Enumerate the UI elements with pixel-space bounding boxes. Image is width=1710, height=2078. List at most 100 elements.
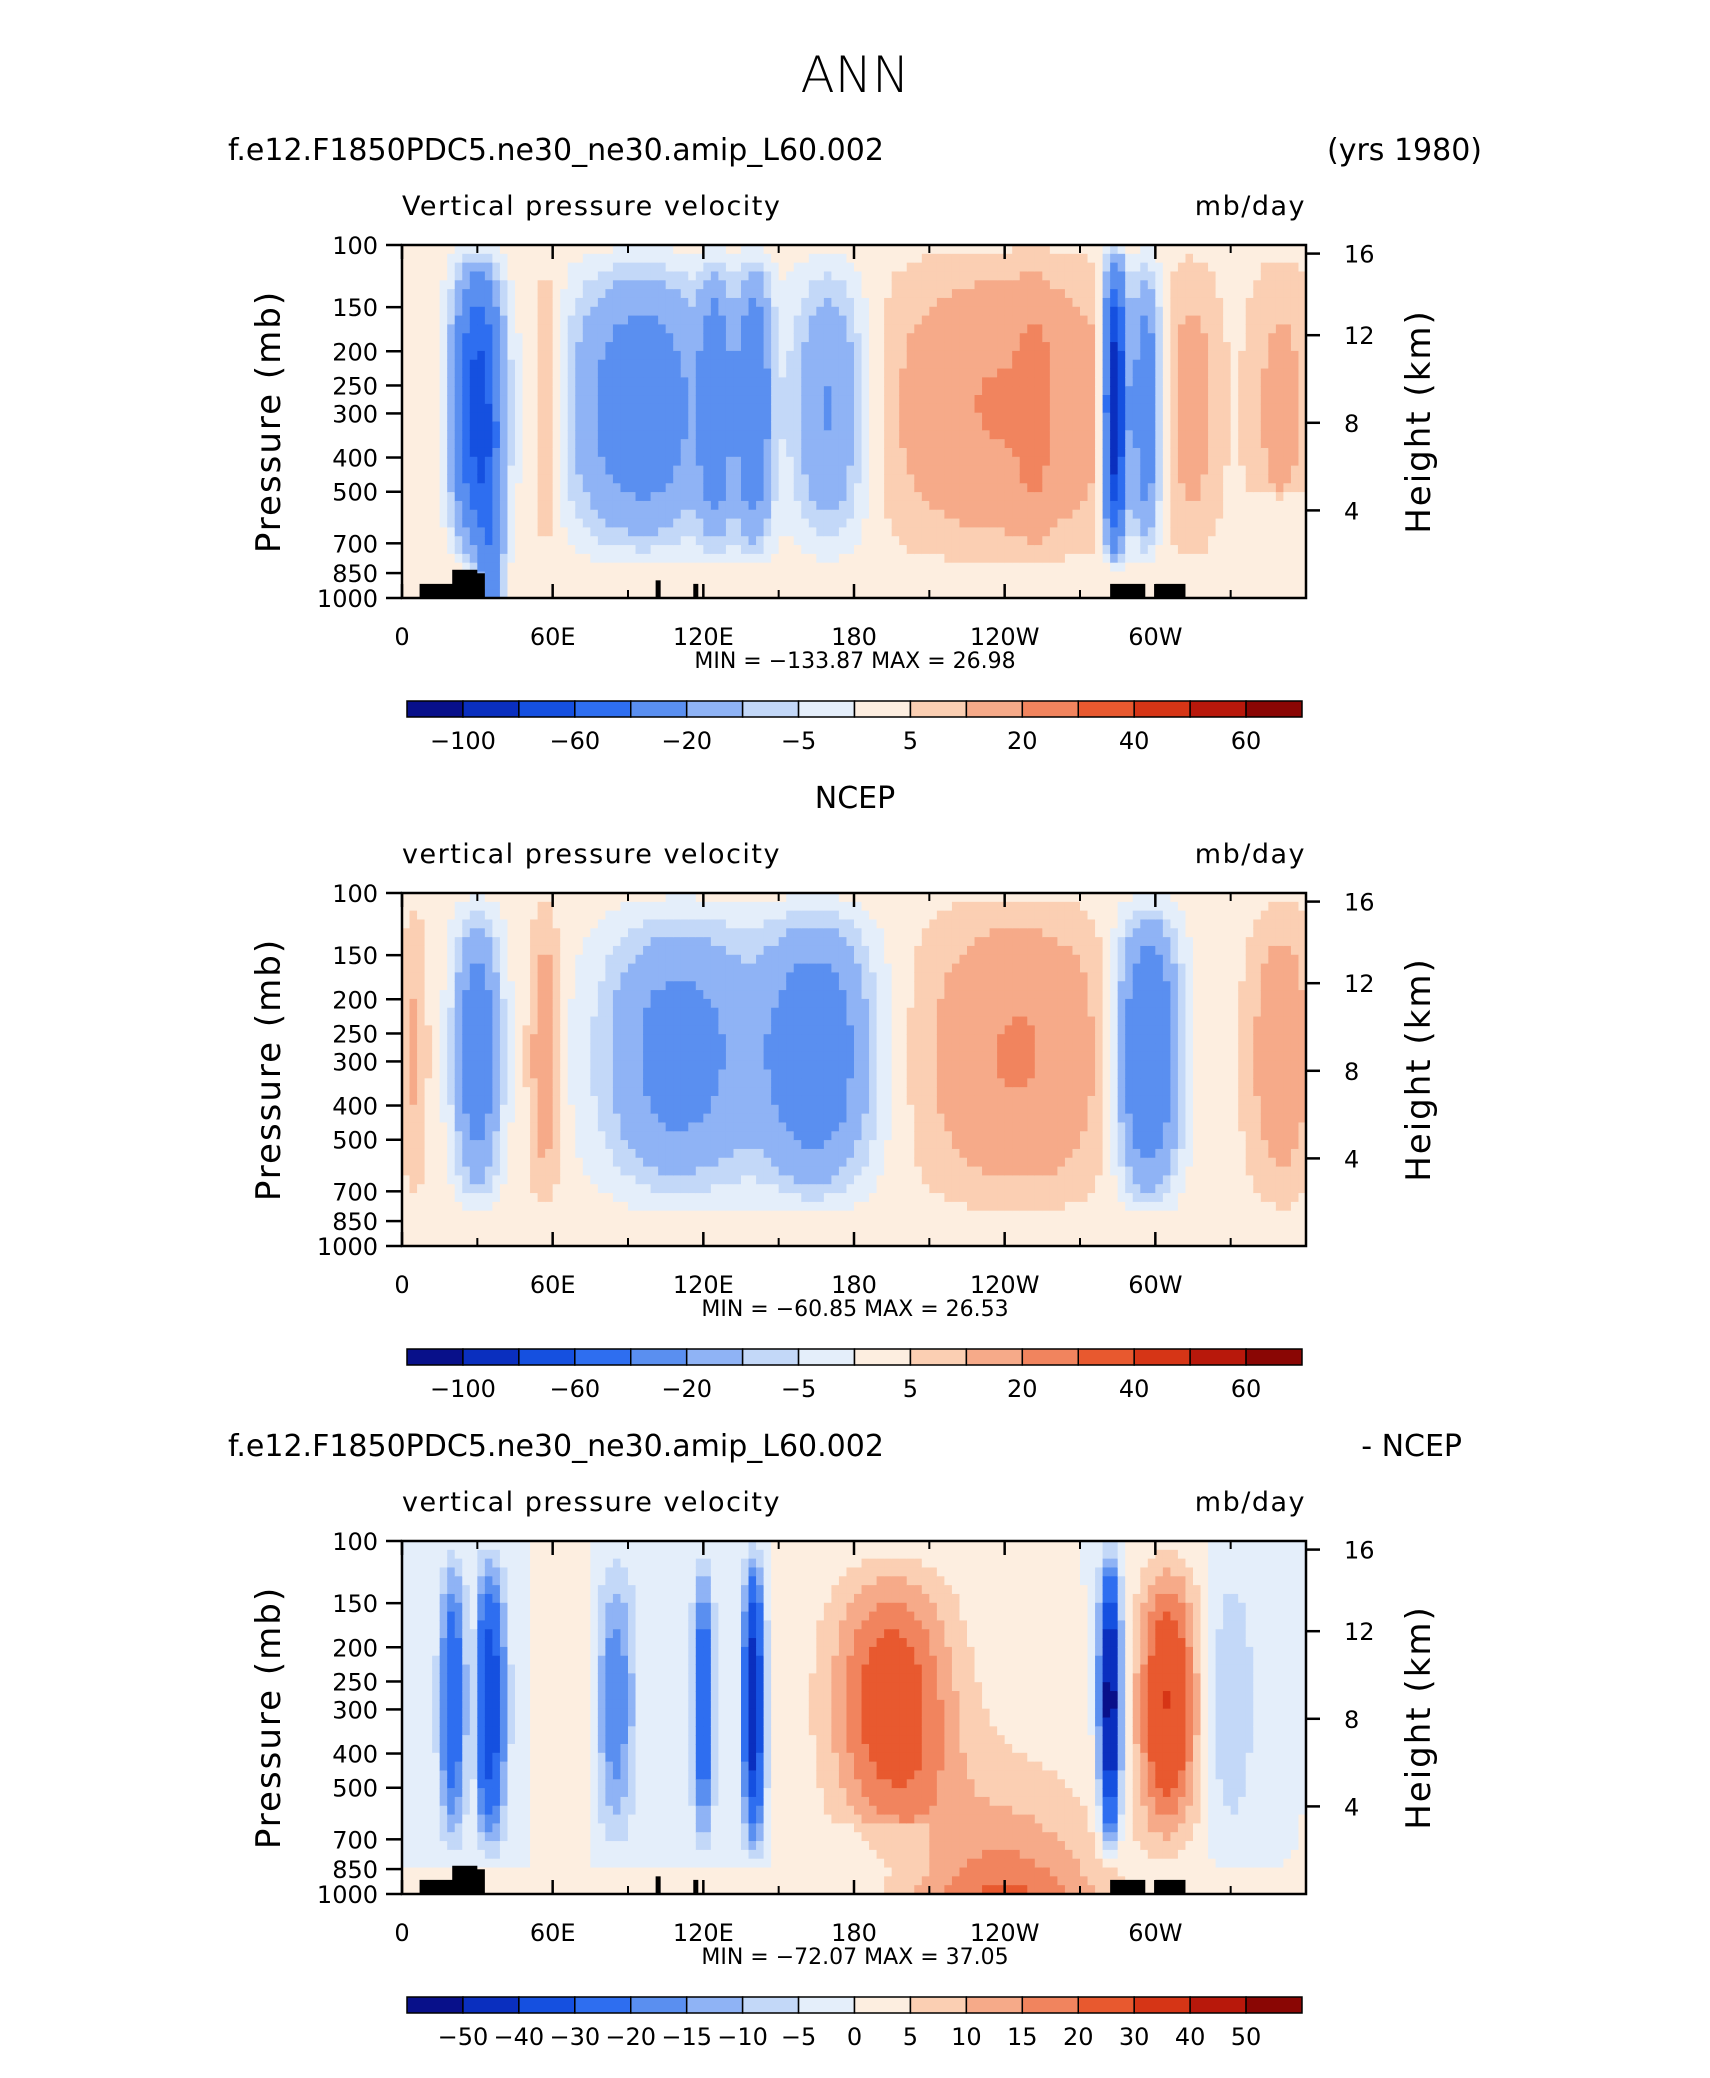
heatmap-cell xyxy=(1170,519,1178,528)
heatmap-cell xyxy=(432,422,440,431)
heatmap-cell xyxy=(764,501,772,510)
heatmap-cell xyxy=(432,307,440,316)
heatmap-cell xyxy=(553,545,561,554)
heatmap-cell xyxy=(1261,351,1269,360)
heatmap-cell xyxy=(831,510,839,519)
heatmap-cell xyxy=(733,422,741,431)
heatmap-cell xyxy=(733,519,741,528)
heatmap-cell xyxy=(613,324,621,333)
heatmap-cell xyxy=(1080,422,1088,431)
heatmap-cell xyxy=(455,483,463,492)
heatmap-cell xyxy=(500,501,508,510)
heatmap-cell xyxy=(605,298,613,307)
heatmap-cell xyxy=(1140,483,1148,492)
heatmap-cell xyxy=(507,333,515,342)
heatmap-cell xyxy=(1201,483,1209,492)
heatmap-cell xyxy=(726,483,734,492)
heatmap-cell xyxy=(1118,466,1126,475)
heatmap-cell xyxy=(1148,271,1156,280)
heatmap-cell xyxy=(801,369,809,378)
heatmap-cell xyxy=(831,483,839,492)
heatmap-cell xyxy=(425,554,433,563)
heatmap-cell xyxy=(990,457,998,466)
heatmap-cell xyxy=(1163,351,1171,360)
heatmap-cell xyxy=(605,395,613,404)
heatmap-cell xyxy=(605,289,613,298)
heatmap-cell xyxy=(470,280,478,289)
heatmap-cell xyxy=(877,580,885,589)
heatmap-cell xyxy=(1042,448,1050,457)
heatmap-cell xyxy=(884,572,892,581)
heatmap-cell xyxy=(417,439,425,448)
heatmap-cell xyxy=(1057,572,1065,581)
heatmap-cell xyxy=(786,545,794,554)
heatmap-cell xyxy=(673,527,681,536)
heatmap-cell xyxy=(862,439,870,448)
heatmap-cell xyxy=(854,483,862,492)
heatmap-cell xyxy=(515,580,523,589)
heatmap-cell xyxy=(869,307,877,316)
heatmap-cell xyxy=(959,395,967,404)
heatmap-cell xyxy=(854,430,862,439)
heatmap-cell xyxy=(892,580,900,589)
heatmap-cell xyxy=(801,263,809,272)
heatmap-cell xyxy=(681,492,689,501)
terrain-mask xyxy=(1155,584,1185,598)
heatmap-cell xyxy=(1238,545,1246,554)
heatmap-cell xyxy=(425,563,433,572)
heatmap-cell xyxy=(605,263,613,272)
heatmap-cell xyxy=(1163,501,1171,510)
heatmap-cell xyxy=(884,263,892,272)
heatmap-cell xyxy=(975,501,983,510)
heatmap-cell xyxy=(1035,430,1043,439)
heatmap-cell xyxy=(831,271,839,280)
heatmap-cell xyxy=(809,580,817,589)
heatmap-cell xyxy=(477,254,485,263)
heatmap-cell xyxy=(1193,413,1201,422)
heatmap-cell xyxy=(696,536,704,545)
heatmap-cell xyxy=(929,386,937,395)
heatmap-cell xyxy=(944,413,952,422)
heatmap-cell xyxy=(1103,580,1111,589)
heatmap-cell xyxy=(1246,413,1254,422)
heatmap-cell xyxy=(997,271,1005,280)
heatmap-cell xyxy=(613,351,621,360)
heatmap-cell xyxy=(771,280,779,289)
heatmap-cell xyxy=(764,404,772,413)
heatmap-cell xyxy=(997,439,1005,448)
heatmap-cell xyxy=(1133,324,1141,333)
heatmap-cell xyxy=(477,369,485,378)
heatmap-cell xyxy=(944,536,952,545)
heatmap-cell xyxy=(854,333,862,342)
heatmap-cell xyxy=(846,519,854,528)
heatmap-cell xyxy=(733,483,741,492)
heatmap-cell xyxy=(1005,298,1013,307)
heatmap-cell xyxy=(1035,369,1043,378)
heatmap-cell xyxy=(892,413,900,422)
heatmap-cell xyxy=(854,351,862,360)
heatmap-cell xyxy=(515,324,523,333)
heatmap-cell xyxy=(711,324,719,333)
heatmap-cell xyxy=(410,1158,418,1167)
heatmap-cell xyxy=(1163,572,1171,581)
heatmap-cell xyxy=(425,271,433,280)
heatmap-cell xyxy=(560,271,568,280)
heatmap-cell xyxy=(733,333,741,342)
heatmap-cell xyxy=(440,554,448,563)
heatmap-cell xyxy=(914,563,922,572)
heatmap-cell xyxy=(492,536,500,545)
heatmap-cell xyxy=(651,527,659,536)
heatmap-cell xyxy=(1163,492,1171,501)
heatmap-cell xyxy=(688,563,696,572)
heatmap-cell xyxy=(801,422,809,431)
heatmap-cell xyxy=(583,572,591,581)
heatmap-cell xyxy=(628,377,636,386)
heatmap-cell xyxy=(620,360,628,369)
heatmap-cell xyxy=(492,430,500,439)
heatmap-cell xyxy=(417,457,425,466)
heatmap-cell xyxy=(417,554,425,563)
heatmap-cell xyxy=(447,245,455,254)
heatmap-cell xyxy=(590,466,598,475)
heatmap-cell xyxy=(1238,474,1246,483)
heatmap-cell xyxy=(1118,395,1126,404)
